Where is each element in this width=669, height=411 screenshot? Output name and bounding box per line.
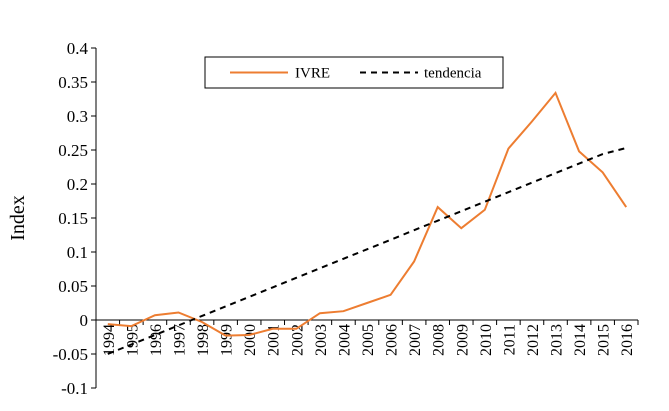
x-tick-label: 2003	[313, 324, 330, 356]
x-tick-label: 1996	[148, 324, 165, 356]
y-tick-label: 0.2	[67, 175, 88, 194]
x-tick-label: 2014	[572, 324, 589, 356]
legend-label-tendencia: tendencia	[424, 66, 482, 82]
x-tick-label: 2010	[478, 324, 495, 356]
x-tick-label: 2015	[596, 324, 613, 356]
y-tick-label: 0.1	[67, 243, 88, 262]
x-tick-label: 2008	[431, 324, 448, 356]
x-tick-label: 2002	[289, 324, 306, 356]
x-tick-label: 2004	[336, 324, 353, 356]
x-tick-label: 2013	[549, 324, 566, 356]
series-line-IVRE	[107, 90, 628, 337]
y-tick-label: 0.15	[58, 209, 88, 228]
x-tick-label: 2016	[619, 324, 636, 356]
y-axis-label: Index	[7, 195, 29, 241]
y-tick-label: 0.25	[58, 141, 88, 160]
x-tick-label: 2001	[266, 324, 283, 356]
x-tick-label: 1997	[171, 324, 188, 356]
x-tick-label: 2005	[360, 324, 377, 356]
x-tick-label: 2006	[384, 324, 401, 356]
y-tick-label: 0.3	[67, 107, 88, 126]
x-tick-label: 1998	[195, 324, 212, 356]
y-tick-label: 0.35	[58, 73, 88, 92]
y-tick-label: -0.05	[53, 345, 88, 364]
x-axis: 1994 1995 1996 1997 1998 1999 2000 2001 2002 2003…	[95, 319, 639, 356]
x-tick-label: 2011	[501, 324, 518, 355]
x-tick-label: 2000	[242, 324, 259, 356]
x-tick-label: 1995	[124, 324, 141, 356]
x-tick-label: 1999	[219, 324, 236, 356]
y-tick-label: 0	[80, 311, 89, 330]
series-line-tendencia	[107, 147, 627, 355]
x-tick-label: 2009	[454, 324, 471, 356]
x-tick-label: 1994	[101, 324, 118, 356]
y-tick-label: -0.1	[61, 379, 88, 398]
y-tick-label: 0.05	[58, 277, 88, 296]
x-tick-label: 2012	[525, 324, 542, 356]
legend: IVRE tendencia	[204, 56, 504, 89]
legend-label-IVRE: IVRE	[295, 66, 330, 82]
x-tick-label: 2007	[407, 324, 424, 356]
y-tick-label: 0.4	[67, 39, 89, 58]
series-layer	[107, 90, 628, 355]
y-axis: 0.4 0.35 0.3 0.25 0.2 0.15 0.1 0.05 0 -0.05 -0.1	[53, 39, 97, 398]
